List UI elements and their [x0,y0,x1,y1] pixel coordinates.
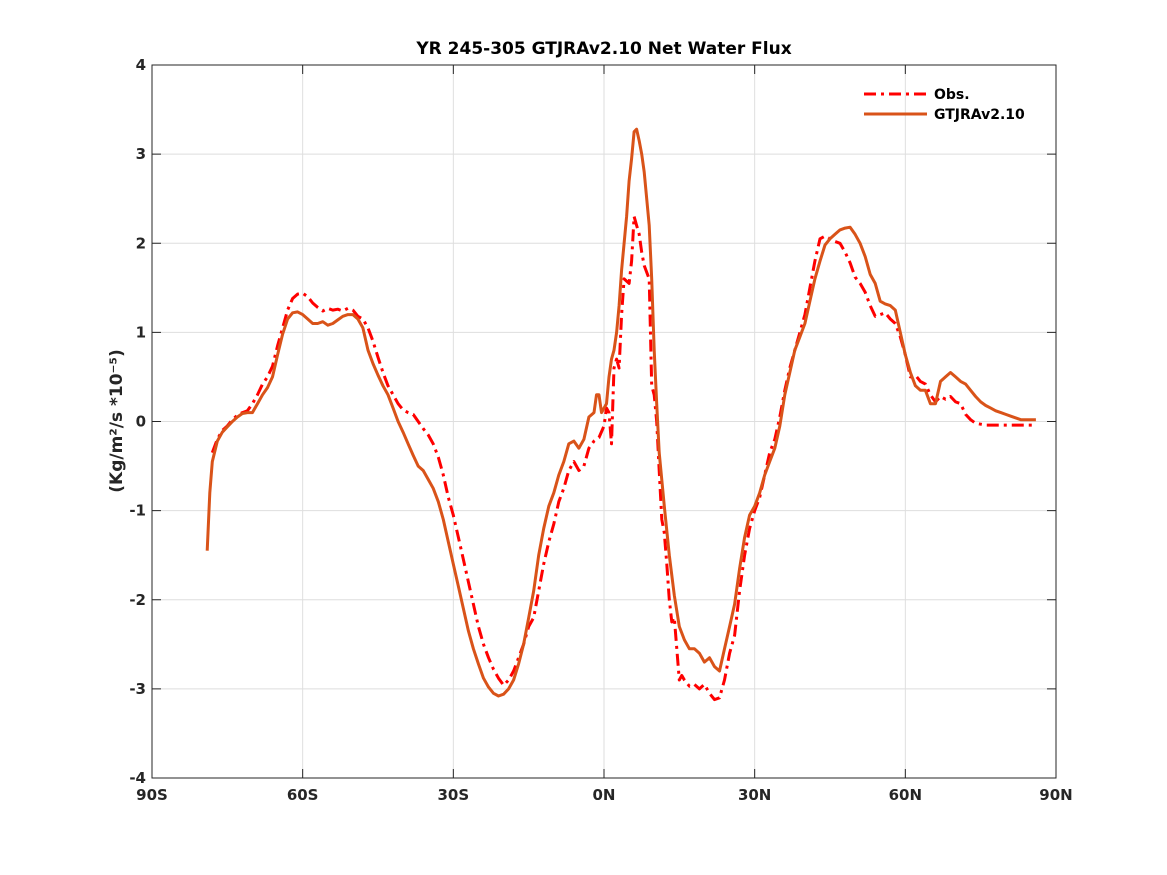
series-line-gtjra [205,127,1036,698]
y-tick-label: 1 [136,323,146,341]
legend: Obs. GTJRAv2.10 [864,87,1025,123]
chart-title: YR 245-305 GTJRAv2.10 Net Water Flux [415,39,791,59]
y-tick-label: -1 [129,502,146,520]
y-tick-label: 2 [136,234,146,252]
legend-label-obs: Obs. [934,87,970,103]
series-line-obs [210,215,1036,702]
y-tick-label: 4 [136,56,146,74]
y-tick-label: 0 [136,413,146,431]
x-tick-labels: 90S 60S 30S 0N 30N 60N 90N [136,786,1073,804]
x-tick-label: 90N [1039,786,1072,804]
x-tick-label: 0N [593,786,616,804]
x-tick-label: 90S [136,786,168,804]
tick-marks [151,64,1057,779]
x-tick-label: 60S [287,786,319,804]
y-tick-label: -2 [129,591,146,609]
x-tick-label: 30S [437,786,469,804]
legend-label-gtjra: GTJRAv2.10 [934,107,1025,123]
y-tick-label: -4 [129,769,146,787]
y-axis-label: (Kg/m²/s *10⁻⁵) [107,349,127,492]
y-tick-label: 3 [136,145,146,163]
y-tick-label: -3 [129,680,146,698]
series-lines [205,127,1036,702]
x-tick-label: 30N [738,786,771,804]
x-tick-label: 60N [889,786,922,804]
y-tick-labels: 4 3 2 1 0 -1 -2 -3 -4 [129,56,146,787]
